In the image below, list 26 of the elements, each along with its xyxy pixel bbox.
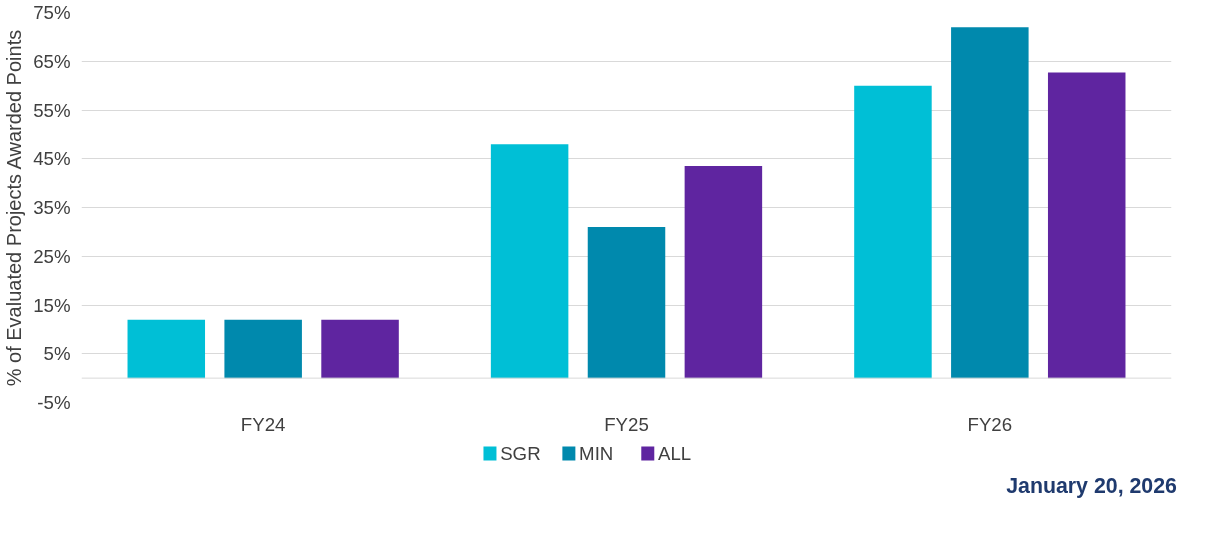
bar xyxy=(224,319,302,379)
legend-label: ALL xyxy=(657,443,692,464)
bar xyxy=(127,319,206,379)
legend-label: MIN xyxy=(579,443,614,464)
y-tick-label: 25% xyxy=(33,245,71,267)
x-tick-label: FY25 xyxy=(604,413,649,435)
bar xyxy=(587,227,666,379)
bar xyxy=(684,166,763,379)
legend-label: SGR xyxy=(500,443,541,464)
y-tick-label: 65% xyxy=(33,50,71,72)
y-axis-title: % of Evaluated Projects Awarded Points xyxy=(3,29,26,387)
text: January 20, 2026 xyxy=(1006,473,1178,498)
bar xyxy=(1047,72,1126,379)
y-tick-label: 35% xyxy=(33,197,71,218)
y-tick-label: 15% xyxy=(33,294,71,316)
x-tick-label: FY26 xyxy=(967,413,1013,435)
y-tick-label: 55% xyxy=(33,99,71,121)
bar xyxy=(321,319,399,379)
bar xyxy=(951,27,1029,379)
y-tick-label: 45% xyxy=(33,148,71,170)
x-tick-label: FY24 xyxy=(240,413,286,435)
bar xyxy=(490,144,569,379)
bar xyxy=(854,85,932,379)
y-tick-label: 5% xyxy=(43,343,71,365)
y-tick-label: -5% xyxy=(37,392,71,413)
y-tick-label: 75% xyxy=(33,2,71,23)
